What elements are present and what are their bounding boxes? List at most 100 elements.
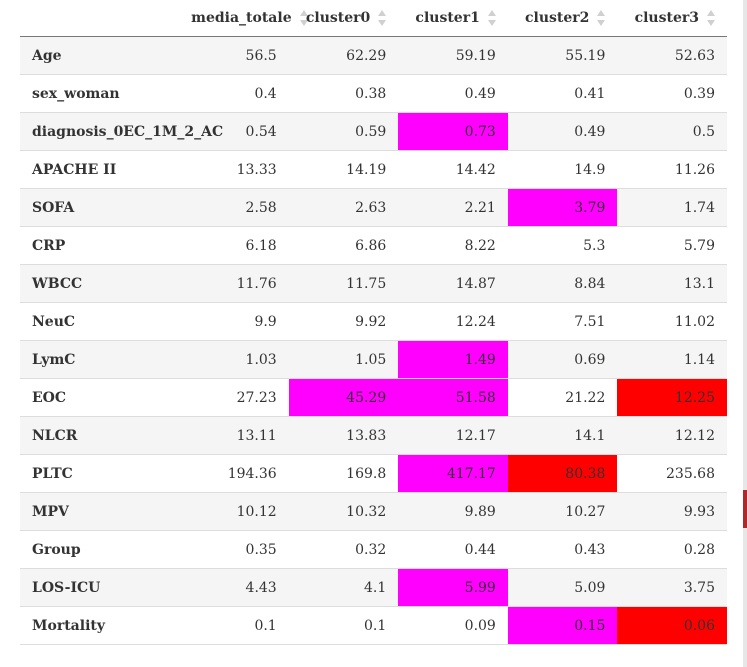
table-cell: 1.74 <box>617 188 727 227</box>
table-row: LOS-ICU 4.43 4.1 5.99 5.09 3.75 <box>20 568 727 607</box>
table-row: WBCC 11.76 11.75 14.87 8.84 13.1 <box>20 264 727 303</box>
table-cell: 7.51 <box>507 302 618 341</box>
table-cell: 0.41 <box>507 74 618 113</box>
column-header-label: cluster0 <box>305 10 371 26</box>
table-cell: 14.19 <box>288 150 399 189</box>
table-row: Age 56.5 62.29 59.19 55.19 52.63 <box>20 36 727 75</box>
table-row: CRP 6.18 6.86 8.22 5.3 5.79 <box>20 226 727 265</box>
table-cell: 21.22 <box>507 378 618 417</box>
table-cell: 12.12 <box>617 416 727 455</box>
table-cell: 14.1 <box>507 416 618 455</box>
table-cell: 12.24 <box>398 302 508 341</box>
row-label: NLCR <box>20 416 180 455</box>
table-row: diagnosis_0EC_1M_2_AC 0.54 0.59 0.73 0.49 0.5 <box>20 112 727 151</box>
column-header-label: cluster3 <box>634 10 699 26</box>
column-header-label: media_totale <box>191 10 292 26</box>
table-cell: 14.42 <box>398 150 508 189</box>
table-cell: 11.26 <box>617 150 727 189</box>
table-row: Mortality 0.1 0.1 0.09 0.15 0.06 <box>20 606 727 645</box>
table-cell: 11.02 <box>617 302 727 341</box>
table-cell: 56.5 <box>179 36 289 75</box>
table-cell: 2.21 <box>398 188 508 227</box>
table-cell: 4.1 <box>288 568 399 607</box>
table-row: Group 0.35 0.32 0.44 0.43 0.28 <box>20 530 727 569</box>
column-header-label: cluster1 <box>415 10 480 26</box>
row-label: Mortality <box>20 606 180 645</box>
window-edge <box>743 0 747 667</box>
table-cell: 0.44 <box>398 530 508 569</box>
row-label: sex_woman <box>20 74 180 113</box>
table-cell: 12.25 <box>617 378 727 417</box>
row-label: diagnosis_0EC_1M_2_AC <box>20 112 223 151</box>
column-header[interactable]: cluster3 <box>617 0 727 37</box>
table-cell: 9.9 <box>179 302 289 341</box>
column-header[interactable]: cluster1 <box>398 0 508 37</box>
table-cell: 59.19 <box>398 36 508 75</box>
table-cell: 0.4 <box>179 74 289 113</box>
table-cell: 194.36 <box>179 454 289 493</box>
table-cell: 11.76 <box>179 264 289 303</box>
edge-marker <box>743 490 747 528</box>
table-cell: 0.5 <box>617 112 727 151</box>
table-cell: 62.29 <box>288 36 399 75</box>
table-cell: 0.59 <box>288 112 399 151</box>
row-label: CRP <box>20 226 180 265</box>
table-cell: 9.93 <box>617 492 727 531</box>
table-cell: 13.11 <box>179 416 289 455</box>
table-cell: 0.09 <box>398 606 508 645</box>
table-row: SOFA 2.58 2.63 2.21 3.79 1.74 <box>20 188 727 227</box>
table-cell: 0.73 <box>398 112 508 151</box>
table-cell: 0.39 <box>617 74 727 113</box>
table-cell: 5.3 <box>507 226 618 265</box>
table-cell: 4.43 <box>179 568 289 607</box>
table-row: NeuC 9.9 9.92 12.24 7.51 11.02 <box>20 302 727 341</box>
table-row: LymC 1.03 1.05 1.49 0.69 1.14 <box>20 340 727 379</box>
table-cell: 169.8 <box>288 454 399 493</box>
sort-icon[interactable] <box>378 9 387 27</box>
table-cell: 0.15 <box>507 606 618 645</box>
row-label: Group <box>20 530 180 569</box>
sort-icon[interactable] <box>487 9 496 27</box>
table-cell: 10.32 <box>288 492 399 531</box>
table-cell: 8.84 <box>507 264 618 303</box>
table-cell: 0.06 <box>617 606 727 645</box>
table-row: APACHE II 13.33 14.19 14.42 14.9 11.26 <box>20 150 727 189</box>
column-header[interactable]: media_totale <box>179 0 308 37</box>
table-cell: 13.83 <box>288 416 399 455</box>
table-cell: 5.09 <box>507 568 618 607</box>
table-row: PLTC 194.36 169.8 417.17 80.38 235.68 <box>20 454 727 493</box>
table-cell: 10.12 <box>179 492 289 531</box>
column-header[interactable]: cluster2 <box>507 0 618 37</box>
table-cell: 9.92 <box>288 302 399 341</box>
table-cell: 51.58 <box>398 378 508 417</box>
table-cell: 0.32 <box>288 530 399 569</box>
table-cell: 0.69 <box>507 340 618 379</box>
table-cell: 10.27 <box>507 492 618 531</box>
row-label: NeuC <box>20 302 180 341</box>
data-table-container: media_totale cluster0 cluster1 cluster2 … <box>20 0 727 645</box>
table-row: EOC 27.23 45.29 51.58 21.22 12.25 <box>20 378 727 417</box>
table-row: MPV 10.12 10.32 9.89 10.27 9.93 <box>20 492 727 531</box>
row-label: Age <box>20 36 180 75</box>
table-cell: 6.86 <box>288 226 399 265</box>
table-row: sex_woman 0.4 0.38 0.49 0.41 0.39 <box>20 74 727 113</box>
table-cell: 417.17 <box>398 454 508 493</box>
table-cell: 1.14 <box>617 340 727 379</box>
row-label: APACHE II <box>20 150 180 189</box>
table-cell: 3.79 <box>507 188 618 227</box>
row-label: LOS-ICU <box>20 568 180 607</box>
table-body: Age 56.5 62.29 59.19 55.19 52.63 sex_woman 0.4 0… <box>20 36 727 645</box>
sort-icon[interactable] <box>707 9 715 27</box>
table-cell: 0.54 <box>179 112 289 151</box>
table-cell: 2.58 <box>179 188 289 227</box>
sort-icon[interactable] <box>597 9 606 27</box>
row-label: EOC <box>20 378 180 417</box>
table-cell: 27.23 <box>179 378 289 417</box>
table-cell: 6.18 <box>179 226 289 265</box>
column-header[interactable]: cluster0 <box>288 0 399 37</box>
table-cell: 0.49 <box>507 112 618 151</box>
table-cell: 80.38 <box>507 454 618 493</box>
table-cell: 2.63 <box>288 188 399 227</box>
table-cell: 13.33 <box>179 150 289 189</box>
table-cell: 14.9 <box>507 150 618 189</box>
